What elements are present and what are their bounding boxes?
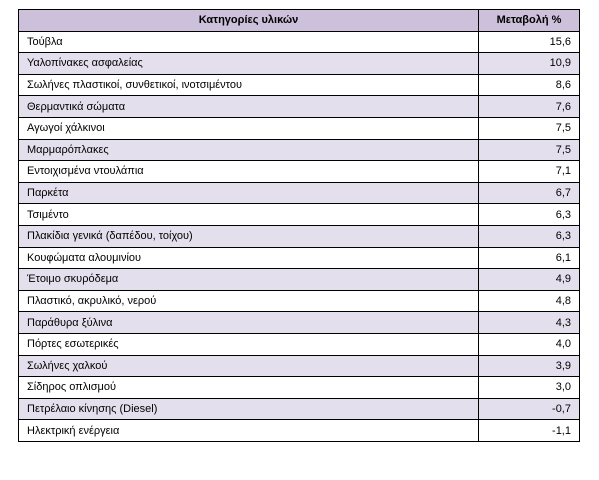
change-cell: -1,1 bbox=[478, 419, 580, 442]
change-cell: 7,1 bbox=[478, 160, 580, 183]
header-cell: Κατηγορίες υλικών bbox=[18, 9, 479, 32]
table-row: Θερμαντικά σώματα 7,6 bbox=[18, 95, 580, 118]
table-row: Πλακίδια γενικά (δαπέδου, τοίχου) 6,3 bbox=[18, 224, 580, 248]
table-row: Τούβλα 15,6 bbox=[18, 30, 580, 54]
table-row: Κουφώματα αλουμινίου 6,1 bbox=[18, 246, 580, 270]
header-cell: Μεταβολή % bbox=[478, 9, 580, 32]
category-cell: Αγωγοί χάλκινοι bbox=[18, 116, 479, 140]
table-row: Υαλοπίνακες ασφαλείας 10,9 bbox=[18, 52, 580, 75]
change-cell: 4,9 bbox=[478, 268, 580, 291]
change-cell: -0,7 bbox=[478, 397, 580, 421]
change-cell: 4,0 bbox=[478, 332, 580, 356]
change-cell: 7,5 bbox=[478, 116, 580, 140]
category-cell: Ηλεκτρική ενέργεια bbox=[18, 419, 479, 442]
category-cell: Σωλήνες χαλκού bbox=[18, 354, 479, 378]
table-row: Αγωγοί χάλκινοι 7,5 bbox=[18, 116, 580, 140]
change-cell: 3,0 bbox=[478, 376, 580, 399]
category-cell: Σίδηρος οπλισμού bbox=[18, 376, 479, 399]
table-row: Σωλήνες πλαστικοί, συνθετικοί, ινοτσιμέν… bbox=[18, 73, 580, 97]
change-cell: 3,9 bbox=[478, 354, 580, 378]
change-cell: 6,1 bbox=[478, 246, 580, 270]
table-row: Εντοιχισμένα ντουλάπια 7,1 bbox=[18, 160, 580, 183]
change-cell: 4,8 bbox=[478, 289, 580, 313]
table-row: Έτοιμο σκυρόδεμα 4,9 bbox=[18, 268, 580, 291]
table-row: Μαρμαρόπλακες 7,5 bbox=[18, 138, 580, 162]
table-row: Πόρτες εσωτερικές 4,0 bbox=[18, 332, 580, 356]
change-cell: 15,6 bbox=[478, 30, 580, 54]
header-row: Κατηγορίες υλικών Μεταβολή % bbox=[18, 9, 580, 32]
category-cell: Πλαστικό, ακρυλικό, νερού bbox=[18, 289, 479, 313]
table-row: Πλαστικό, ακρυλικό, νερού 4,8 bbox=[18, 289, 580, 313]
table-row: Σίδηρος οπλισμού 3,0 bbox=[18, 376, 580, 399]
table-row: Τσιμέντο 6,3 bbox=[18, 203, 580, 226]
category-cell: Υαλοπίνακες ασφαλείας bbox=[18, 52, 479, 75]
materials-table: Κατηγορίες υλικών Μεταβολή % Τούβλα 15,6 Υ… bbox=[18, 9, 580, 442]
category-cell: Παράθυρα ξύλινα bbox=[18, 311, 479, 334]
category-cell: Εντοιχισμένα ντουλάπια bbox=[18, 160, 479, 183]
change-cell: 8,6 bbox=[478, 73, 580, 97]
category-cell: Μαρμαρόπλακες bbox=[18, 138, 479, 162]
change-cell: 10,9 bbox=[478, 52, 580, 75]
table-row: Σωλήνες χαλκού 3,9 bbox=[18, 354, 580, 378]
category-cell: Κουφώματα αλουμινίου bbox=[18, 246, 479, 270]
category-cell: Τούβλα bbox=[18, 30, 479, 54]
change-cell: 7,6 bbox=[478, 95, 580, 118]
table-row: Ηλεκτρική ενέργεια -1,1 bbox=[18, 419, 580, 442]
category-cell: Πετρέλαιο κίνησης (Diesel) bbox=[18, 397, 479, 421]
change-cell: 6,3 bbox=[478, 203, 580, 226]
category-cell: Πλακίδια γενικά (δαπέδου, τοίχου) bbox=[18, 224, 479, 248]
table-row: Παράθυρα ξύλινα 4,3 bbox=[18, 311, 580, 334]
category-cell: Σωλήνες πλαστικοί, συνθετικοί, ινοτσιμέν… bbox=[18, 73, 479, 97]
change-cell: 6,7 bbox=[478, 181, 580, 205]
category-cell: Πόρτες εσωτερικές bbox=[18, 332, 479, 356]
category-cell: Έτοιμο σκυρόδεμα bbox=[18, 268, 479, 291]
category-cell: Θερμαντικά σώματα bbox=[18, 95, 479, 118]
table-row: Παρκέτα 6,7 bbox=[18, 181, 580, 205]
category-cell: Τσιμέντο bbox=[18, 203, 479, 226]
change-cell: 4,3 bbox=[478, 311, 580, 334]
change-cell: 6,3 bbox=[478, 224, 580, 248]
change-cell: 7,5 bbox=[478, 138, 580, 162]
table-body: Τούβλα 15,6 Υαλοπίνακες ασφαλείας 10,9 Σωλήν… bbox=[18, 30, 580, 442]
table-row: Πετρέλαιο κίνησης (Diesel) -0,7 bbox=[18, 397, 580, 421]
category-cell: Παρκέτα bbox=[18, 181, 479, 205]
